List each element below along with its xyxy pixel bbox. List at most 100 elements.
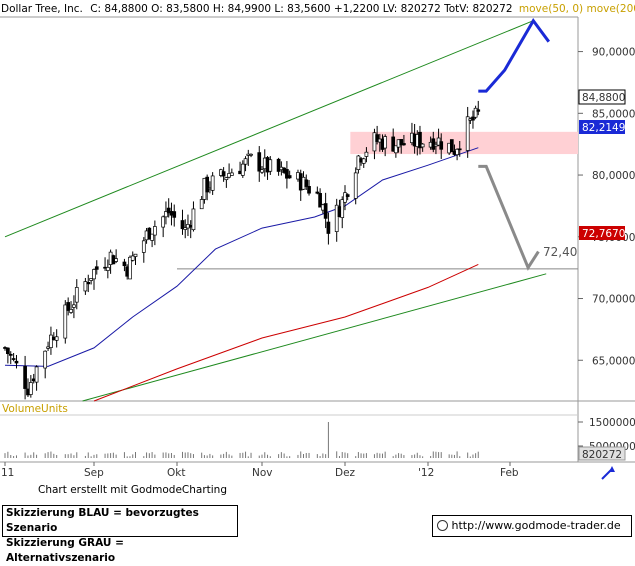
candle-body — [268, 159, 273, 172]
candle-body — [457, 148, 462, 151]
volume-badge — [578, 446, 626, 461]
candle-body — [420, 143, 425, 148]
candle-body — [210, 175, 215, 191]
candle-body — [105, 266, 110, 271]
candle-body — [89, 278, 93, 281]
candle-body — [166, 207, 171, 214]
scenario-blue-path — [478, 17, 551, 93]
candle-body — [343, 192, 347, 203]
candle-body — [28, 382, 33, 395]
symbol-name: Dollar Tree, Inc. — [1, 3, 83, 15]
x-tick-label: '12 — [418, 467, 434, 479]
candle-body — [92, 269, 96, 280]
candle-body — [375, 134, 379, 142]
candle-body — [285, 169, 289, 179]
y-axis: 90,000085,000080,000075,000070,000065,00… — [578, 47, 635, 367]
quote-line: C: 84,8800 O: 83,5800 H: 84,9900 L: 83,5… — [90, 3, 512, 15]
candle-body — [287, 175, 292, 179]
candle-body — [439, 141, 444, 150]
candle-body — [243, 158, 248, 165]
price-candles — [3, 100, 481, 400]
x-tick-label: Okt — [167, 467, 185, 479]
resistance-zone-band — [350, 131, 578, 155]
volume-legend: VolumeUnits — [2, 403, 68, 415]
candle-body — [63, 304, 68, 339]
candle-body — [141, 240, 146, 253]
volume-tick-label: 15000000 — [589, 417, 635, 429]
candle-body — [172, 211, 177, 218]
candle-body — [229, 172, 234, 176]
scenario-legend: Skizzierung BLAU = bevorzugtes Szenario … — [2, 505, 238, 564]
resistance-zone — [350, 131, 578, 155]
note-grey: Skizzierung GRAU = Alternativszenario — [6, 537, 124, 564]
x-tick-label: 11 — [1, 467, 14, 479]
candle-body — [54, 336, 59, 341]
note-blue: Skizzierung BLAU = bevorzugtes Szenario — [6, 507, 199, 534]
candle-body — [240, 163, 245, 176]
candle-body — [164, 211, 168, 218]
ma50-line — [4, 147, 479, 367]
candle-body — [150, 233, 154, 241]
candle-body — [399, 139, 404, 146]
y-tick-label: 65,0000 — [592, 355, 635, 367]
candle-body — [94, 266, 99, 270]
candle-body — [471, 116, 475, 121]
volume-badge-value: 820272 — [582, 449, 622, 461]
y-tick-label: 85,0000 — [592, 108, 635, 120]
ma200-badge — [579, 226, 625, 240]
ma200-legend: move(200, 0) — [586, 3, 635, 15]
website-link[interactable]: http://www.godmode-trader.de — [432, 515, 632, 537]
candle-body — [6, 347, 10, 355]
candle-body — [383, 136, 388, 149]
candle-body — [315, 191, 320, 194]
candle-body — [449, 139, 454, 153]
x-tick-label: Nov — [252, 467, 273, 479]
candle-body — [205, 176, 210, 193]
candle-body — [323, 203, 328, 219]
upper-trendline — [4, 20, 534, 238]
candle-body — [69, 309, 73, 313]
chart-window: { "header": { "symbol": "Dollar Tree, In… — [0, 3, 635, 564]
lower-trendline — [82, 273, 547, 402]
credit-text: Chart erstellt mit GodmodeCharting — [38, 484, 227, 496]
candle-body — [191, 208, 196, 231]
x-tick-label: Sep — [84, 467, 104, 479]
candle-body — [402, 143, 406, 146]
last-price-badge — [578, 89, 626, 105]
candle-body — [465, 116, 470, 151]
candle-body — [476, 109, 481, 112]
x-tick-label: Feb — [500, 467, 519, 479]
candle-body — [199, 199, 204, 210]
candle-body — [364, 151, 369, 157]
ma50-badge — [579, 120, 625, 134]
candle-body — [345, 194, 350, 197]
y-tick-label: 80,0000 — [592, 170, 635, 182]
candle-body — [249, 153, 253, 156]
x-tick-label: Dez — [335, 467, 356, 479]
ma50-path — [4, 147, 479, 367]
x-axis: 11 Sep Okt Nov Dez '12 Feb — [1, 462, 519, 479]
candlestick-chart: 90,000085,000080,000075,000070,000065,00… — [0, 3, 635, 480]
candle-body — [307, 186, 311, 194]
candle-body — [161, 216, 166, 228]
candle-body — [23, 366, 27, 389]
ma50-legend: move(50, 0) — [519, 3, 583, 15]
candle-body — [133, 253, 138, 257]
scenario-sketches — [478, 17, 551, 271]
trend-channel — [4, 20, 547, 402]
candle-body — [353, 172, 358, 199]
candle-body — [260, 169, 264, 173]
chart-header: Dollar Tree, Inc. C: 84,8800 O: 83,5800 … — [1, 3, 635, 15]
candle-body — [224, 177, 229, 181]
tool-icon[interactable] — [601, 466, 615, 480]
target-annotation: 72,40 — [543, 245, 577, 259]
candle-body — [318, 193, 322, 208]
candle-body — [128, 256, 132, 280]
candle-body — [418, 131, 422, 149]
ma200-value: 72,7670 — [582, 228, 625, 240]
ma50-value: 82,2149 — [582, 122, 625, 134]
last-price-value: 84,8800 — [582, 92, 625, 104]
candle-body — [14, 360, 19, 364]
candle-body — [473, 107, 478, 118]
candle-body — [72, 304, 76, 308]
